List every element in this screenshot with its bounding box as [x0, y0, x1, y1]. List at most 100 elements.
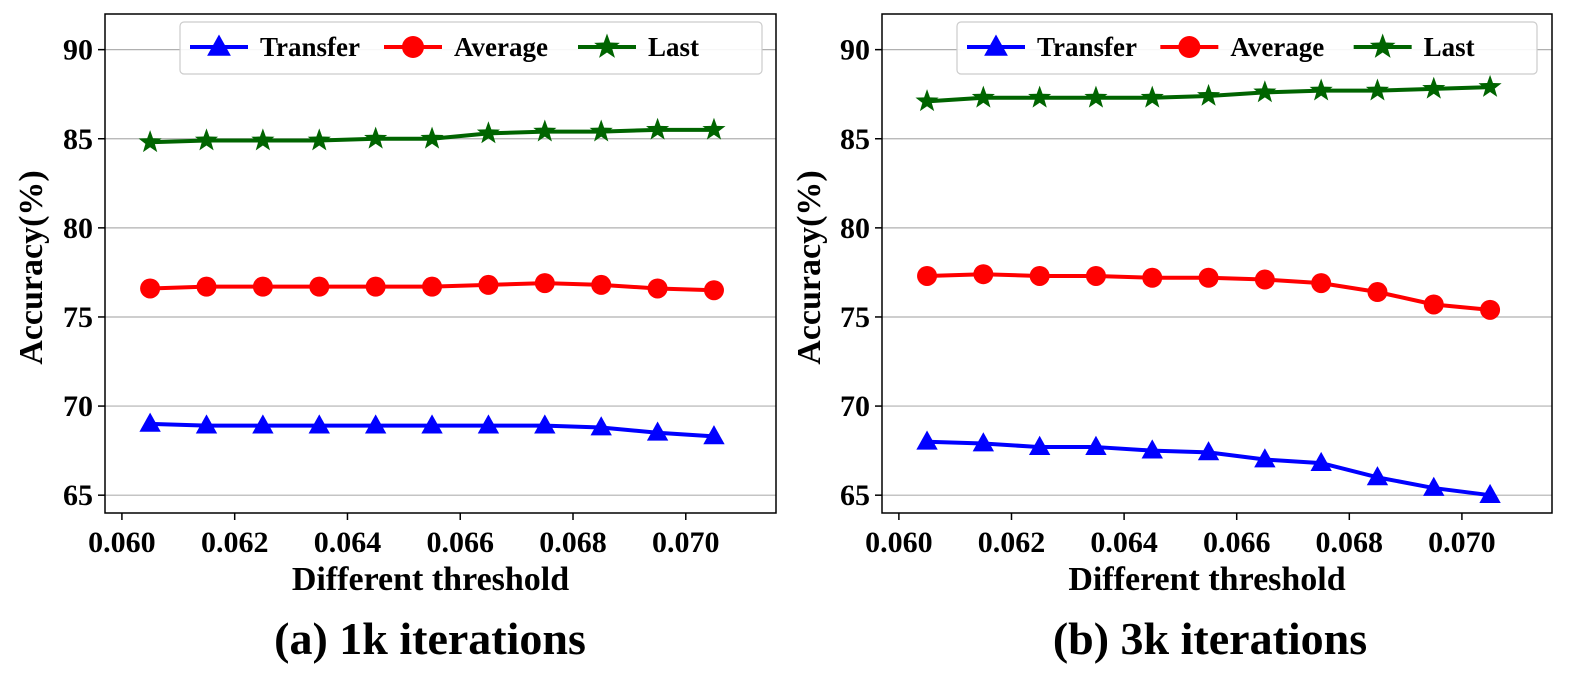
- legend-box: [956, 21, 1538, 75]
- data-point: [251, 128, 275, 151]
- data-point: [916, 430, 938, 450]
- y-tick-label: 85: [840, 123, 870, 156]
- data-point: [1254, 448, 1276, 468]
- data-point: [1423, 294, 1444, 315]
- legend-marker: [1369, 33, 1396, 58]
- y-tick-label: 85: [63, 123, 93, 156]
- y-tick-label: 80: [840, 212, 870, 245]
- data-point: [138, 130, 162, 153]
- x-tick-label: 0.068: [539, 526, 607, 559]
- y-tick-label: 90: [63, 34, 93, 67]
- data-point: [252, 276, 273, 297]
- data-point: [590, 416, 612, 436]
- data-point: [1142, 267, 1163, 288]
- data-point: [1310, 451, 1332, 471]
- series-transfer: [139, 412, 725, 445]
- data-point: [307, 128, 331, 151]
- legend-marker: [1178, 36, 1201, 58]
- x-tick-label: 0.066: [426, 526, 494, 559]
- series-last: [915, 74, 1502, 112]
- data-point: [1253, 80, 1277, 103]
- x-tick-label: 0.064: [314, 526, 382, 559]
- data-point: [646, 421, 669, 441]
- data-point: [477, 414, 500, 434]
- data-point: [308, 414, 330, 434]
- data-point: [1309, 78, 1333, 101]
- data-point: [1028, 85, 1052, 108]
- data-point: [1197, 83, 1221, 106]
- data-point: [195, 414, 218, 434]
- data-point: [1198, 267, 1219, 288]
- x-tick-label: 0.066: [1203, 526, 1271, 559]
- data-point: [1365, 78, 1390, 101]
- x-tick-label: 0.062: [201, 526, 269, 559]
- data-point: [196, 276, 217, 297]
- chart-panel-2: 65 70 75 80 85 90 0.060 0.062 0.064 0.066 0.068 0.0…: [791, 13, 1553, 664]
- x-tick-label: 0.068: [1316, 526, 1384, 559]
- data-point: [252, 414, 274, 434]
- data-point: [703, 280, 724, 301]
- data-point: [973, 264, 994, 285]
- y-tick-label: 65: [63, 479, 93, 512]
- plot-frame: [104, 13, 777, 514]
- data-point: [1422, 76, 1446, 99]
- y-tick-label: 75: [63, 301, 93, 334]
- data-point: [478, 274, 499, 295]
- data-point: [1140, 85, 1164, 108]
- data-point: [309, 276, 330, 297]
- x-tick-label: 0.070: [652, 526, 720, 559]
- plot-frame: [881, 13, 1553, 514]
- legend-label: Last: [648, 32, 699, 62]
- legend-marker: [984, 34, 1008, 56]
- figure-caption: (a) 1k iterations: [274, 613, 586, 664]
- data-point: [420, 126, 444, 149]
- legend-box: [179, 21, 763, 75]
- data-point: [1479, 483, 1501, 504]
- data-point: [917, 265, 938, 286]
- y-axis-label: Accuracy(%): [13, 170, 50, 364]
- data-point: [589, 119, 613, 142]
- data-point: [703, 425, 725, 445]
- y-tick-label: 70: [63, 390, 93, 423]
- legend-marker: [207, 34, 231, 56]
- data-point: [1029, 265, 1050, 286]
- data-point: [1423, 476, 1445, 496]
- figure-caption: (b) 3k iterations: [1053, 613, 1367, 664]
- x-tick-label: 0.064: [1090, 526, 1158, 559]
- data-point: [194, 128, 219, 151]
- data-point: [1085, 265, 1106, 286]
- data-point: [1141, 439, 1163, 459]
- data-point: [421, 414, 443, 434]
- data-point: [534, 273, 555, 294]
- data-point: [1480, 299, 1501, 320]
- legend-label: Transfer: [1037, 32, 1137, 62]
- data-point: [365, 276, 386, 297]
- legend-label: Average: [1230, 32, 1324, 62]
- data-point: [972, 432, 995, 452]
- data-point: [139, 412, 161, 432]
- data-point: [534, 414, 556, 434]
- data-point: [1085, 435, 1107, 455]
- y-tick-label: 80: [63, 212, 93, 245]
- data-point: [1366, 466, 1389, 486]
- y-tick-label: 90: [840, 34, 870, 67]
- y-tick-label: 70: [840, 390, 870, 423]
- chart-panel-1: 65 70 75 80 85 90 0.060 0.062 0.064 0.066 0.068 0.0…: [13, 13, 777, 664]
- legend-label: Transfer: [260, 32, 360, 62]
- x-tick-label: 0.070: [1428, 526, 1496, 559]
- data-point: [533, 119, 557, 142]
- data-point: [1028, 435, 1051, 455]
- series-average: [140, 273, 724, 301]
- x-tick-label: 0.060: [88, 526, 156, 559]
- data-point: [1311, 273, 1332, 294]
- data-point: [1084, 85, 1108, 108]
- data-point: [1478, 74, 1502, 97]
- legend-marker: [402, 36, 424, 58]
- data-point: [422, 276, 443, 297]
- y-axis-label: Accuracy(%): [791, 170, 828, 364]
- legend-label: Average: [454, 32, 548, 62]
- y-tick-label: 75: [840, 301, 870, 334]
- x-tick-label: 0.062: [978, 526, 1046, 559]
- y-tick-label: 65: [840, 479, 870, 512]
